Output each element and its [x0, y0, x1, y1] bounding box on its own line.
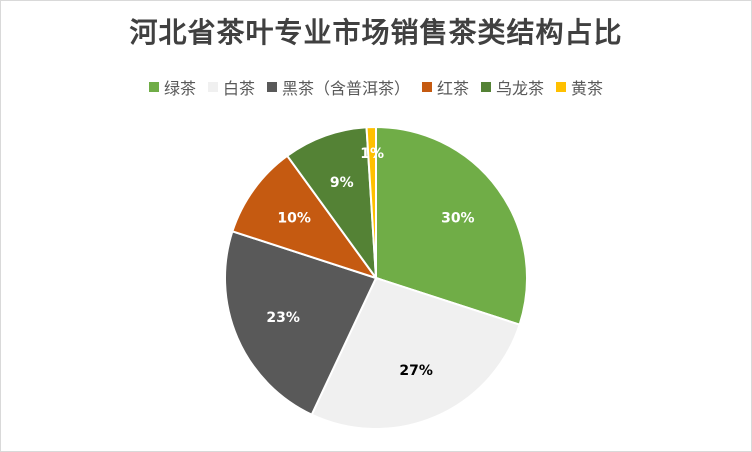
legend-swatch: [556, 82, 567, 92]
data-label: 9%: [330, 175, 354, 191]
legend-label: 绿茶: [163, 79, 196, 98]
chart-legend: 绿茶 白茶 黑茶（含普洱茶） 红茶 乌龙茶 黄茶: [1, 75, 751, 99]
pie-slice: [310, 276, 521, 430]
legend-label: 白茶: [222, 79, 255, 98]
legend-label: 红茶: [437, 79, 470, 98]
data-label: 27%: [399, 363, 433, 379]
legend-label: 黑茶（含普洱茶）: [281, 79, 410, 98]
legend-item: 白茶: [207, 75, 255, 99]
legend-label: 黄茶: [571, 79, 604, 98]
legend-item: 黄茶: [556, 75, 603, 99]
pie-slice: [224, 230, 378, 416]
legend-label: 乌龙茶: [496, 79, 545, 98]
data-label: 30%: [441, 211, 475, 227]
pie-slice: [285, 126, 378, 282]
legend-swatch: [422, 82, 432, 92]
data-label: 1%: [360, 146, 384, 162]
legend-swatch: [207, 82, 218, 92]
data-label: 23%: [266, 310, 300, 326]
legend-swatch: [148, 82, 159, 92]
pie-slice: [375, 125, 528, 326]
data-label: 10%: [277, 211, 311, 227]
pie-slice: [365, 125, 377, 279]
chart-title: 河北省茶叶专业市场销售茶类结构占比: [129, 16, 623, 49]
legend-swatch: [266, 82, 277, 92]
legend-item: 乌龙茶: [481, 75, 544, 99]
legend-item: 绿茶: [148, 75, 196, 99]
legend-swatch: [481, 82, 492, 92]
pie-slice: [231, 154, 379, 280]
legend-item: 红茶: [422, 75, 469, 99]
legend-item: 黑茶（含普洱茶）: [266, 75, 410, 99]
